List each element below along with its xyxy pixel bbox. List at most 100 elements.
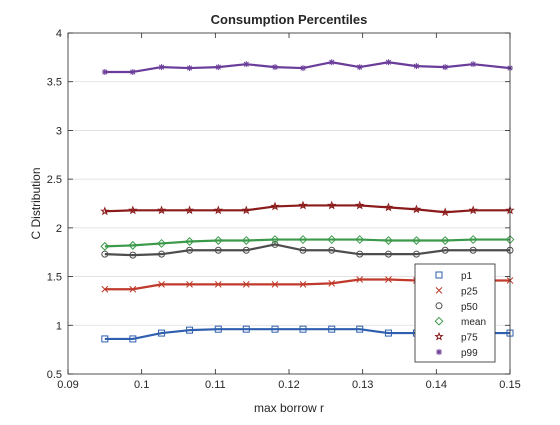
data-point-p99 <box>356 64 363 71</box>
data-point-p50 <box>186 246 194 254</box>
x-tick-label: 0.14 <box>426 379 447 391</box>
data-point-p25 <box>101 285 109 293</box>
data-point-p75 <box>298 200 308 210</box>
legend: p1 p25 p50 mean p75 p99 <box>414 263 496 363</box>
series-line-mean <box>104 238 510 248</box>
data-point-p99 <box>243 61 250 68</box>
data-point-p25 <box>356 276 364 283</box>
data-point-p99 <box>129 68 136 75</box>
data-point-p50 <box>129 251 137 259</box>
data-point-p50 <box>214 246 222 254</box>
data-point-p75 <box>468 205 478 215</box>
x-axis-label: max borrow r <box>254 401 324 415</box>
data-point-mean <box>327 235 337 245</box>
data-point-p25 <box>271 281 279 288</box>
legend-marker-p25 <box>435 287 443 294</box>
legend-label-p25: p25 <box>461 286 478 297</box>
legend-box <box>414 263 496 363</box>
tick-layer: 0.5 1 1.5 2 2.5 3 3.5 4 0.09 0.1 0.11 0.12 0.13 0.14 0… <box>47 28 521 391</box>
data-point-p1 <box>158 329 166 337</box>
data-point-p75 <box>241 205 251 215</box>
series-line-p75 <box>104 204 510 214</box>
data-point-p1 <box>356 325 364 333</box>
chart-title: Consumption Percentiles <box>211 12 368 27</box>
data-point-p75 <box>100 206 110 216</box>
data-point-p99 <box>385 59 392 66</box>
data-point-p50 <box>441 246 449 254</box>
data-point-p99 <box>215 64 222 71</box>
data-point-p50 <box>271 240 279 248</box>
data-point-p1 <box>129 335 137 343</box>
data-point-p99 <box>272 64 279 71</box>
x-tick-label: 0.1 <box>134 379 149 391</box>
data-point-p99 <box>413 63 420 70</box>
series-p75 <box>100 200 515 217</box>
y-tick-label: 3.5 <box>47 77 62 89</box>
data-point-p50 <box>242 246 250 254</box>
data-point-p75 <box>411 204 422 214</box>
data-point-mean <box>157 238 167 248</box>
data-point-p1 <box>271 325 279 333</box>
legend-marker-p50 <box>435 302 443 310</box>
data-point-p99 <box>442 64 449 71</box>
data-point-mean <box>213 236 223 245</box>
data-point-p50 <box>384 250 392 258</box>
data-point-p50 <box>356 250 364 258</box>
data-point-p75 <box>128 205 138 215</box>
data-point-mean <box>440 236 450 245</box>
data-point-mean <box>298 235 308 245</box>
x-tick-label: 0.09 <box>57 379 78 391</box>
data-point-p25 <box>158 281 165 288</box>
data-point-p50 <box>158 250 166 258</box>
legend-marker-mean <box>434 316 444 326</box>
grid-lines <box>68 81 510 326</box>
data-point-mean <box>355 235 365 245</box>
data-point-p50 <box>328 246 336 254</box>
x-tick-label: 0.11 <box>205 379 226 391</box>
data-point-p75 <box>355 200 365 210</box>
data-point-p75 <box>156 205 167 215</box>
data-point-p25 <box>129 285 137 293</box>
x-tick-label: 0.13 <box>352 379 373 391</box>
data-point-p1 <box>186 326 194 334</box>
y-tick-label: 3 <box>56 125 62 137</box>
data-point-p25 <box>242 281 250 288</box>
data-point-mean <box>100 241 110 251</box>
data-point-mean <box>128 240 138 250</box>
data-point-p1 <box>328 325 336 333</box>
x-tick-label: 0.12 <box>278 379 299 391</box>
data-point-p1 <box>101 335 109 343</box>
data-point-p25 <box>214 281 222 288</box>
legend-label-p1: p1 <box>461 271 473 282</box>
data-point-p75 <box>327 200 337 210</box>
data-point-p99 <box>158 64 165 71</box>
data-point-mean <box>468 235 478 245</box>
data-point-mean <box>411 236 421 245</box>
data-point-p1 <box>214 325 222 333</box>
data-point-p99 <box>299 65 306 72</box>
data-point-p99 <box>101 68 108 75</box>
legend-label-p75: p75 <box>461 333 478 344</box>
y-axis-label: C Distribution <box>29 167 43 239</box>
y-tick-label: 4 <box>56 28 62 40</box>
data-point-p75 <box>270 201 280 211</box>
data-point-p1 <box>384 329 392 337</box>
data-point-p25 <box>299 281 307 288</box>
data-point-p99 <box>470 61 477 68</box>
data-point-mean <box>185 237 195 246</box>
data-point-p99 <box>328 59 335 66</box>
data-point-mean <box>241 236 251 245</box>
data-point-p50 <box>101 250 109 258</box>
data-point-mean <box>270 235 280 245</box>
data-point-p25 <box>385 276 392 283</box>
legend-marker-p1 <box>435 271 443 279</box>
series-line-p50 <box>104 243 510 257</box>
data-point-p75 <box>184 205 195 215</box>
legend-marker-p75 <box>434 331 444 341</box>
data-point-p50 <box>412 250 420 258</box>
data-point-p75 <box>383 202 394 212</box>
y-tick-label: 1 <box>56 320 62 332</box>
y-tick-label: 2 <box>56 223 62 235</box>
series-p50 <box>101 240 514 259</box>
